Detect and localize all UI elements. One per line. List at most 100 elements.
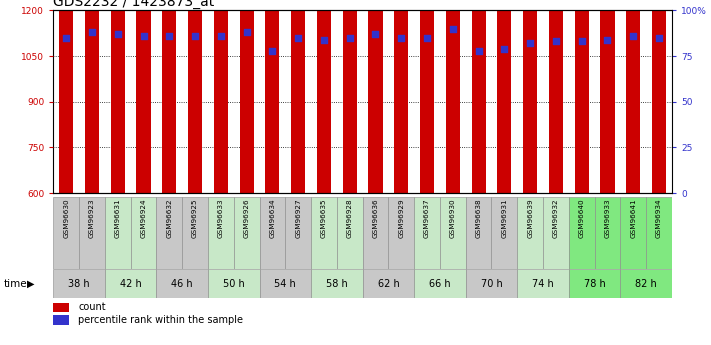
- Text: 78 h: 78 h: [584, 279, 606, 289]
- Text: GSM96923: GSM96923: [89, 199, 95, 238]
- Bar: [471, 0, 486, 193]
- Point: [473, 48, 484, 53]
- Bar: [53, 315, 69, 325]
- Text: 82 h: 82 h: [635, 279, 657, 289]
- Point: [138, 33, 149, 39]
- Point: [447, 26, 459, 31]
- Text: time: time: [4, 279, 27, 289]
- Text: GDS2232 / 1423873_at: GDS2232 / 1423873_at: [53, 0, 215, 9]
- Bar: [343, 0, 357, 193]
- Text: count: count: [78, 303, 106, 312]
- Bar: [620, 269, 672, 298]
- Text: GSM96927: GSM96927: [295, 199, 301, 238]
- Bar: [111, 0, 125, 193]
- Point: [370, 31, 381, 37]
- Text: GSM96934: GSM96934: [656, 199, 662, 238]
- Point: [498, 46, 510, 51]
- Bar: [414, 197, 440, 269]
- Text: percentile rank within the sample: percentile rank within the sample: [78, 315, 243, 325]
- Bar: [414, 269, 466, 298]
- Bar: [260, 269, 311, 298]
- Text: 50 h: 50 h: [223, 279, 245, 289]
- Bar: [569, 197, 594, 269]
- Bar: [363, 197, 388, 269]
- Text: 54 h: 54 h: [274, 279, 296, 289]
- Bar: [85, 0, 99, 193]
- Bar: [137, 0, 151, 193]
- Point: [653, 35, 665, 41]
- Bar: [523, 0, 538, 193]
- Point: [241, 30, 252, 35]
- Point: [319, 37, 330, 42]
- Bar: [626, 0, 641, 193]
- Bar: [394, 0, 408, 193]
- Bar: [517, 269, 569, 298]
- Bar: [652, 0, 666, 193]
- Text: 42 h: 42 h: [119, 279, 141, 289]
- Bar: [440, 197, 466, 269]
- Bar: [311, 269, 363, 298]
- Text: GSM96630: GSM96630: [63, 199, 69, 238]
- Bar: [491, 197, 517, 269]
- Bar: [466, 197, 491, 269]
- Bar: [574, 0, 589, 193]
- Text: GSM96631: GSM96631: [114, 199, 121, 238]
- Bar: [234, 197, 260, 269]
- Text: GSM96632: GSM96632: [166, 199, 172, 238]
- Bar: [543, 197, 569, 269]
- Text: GSM96931: GSM96931: [501, 199, 508, 238]
- Text: GSM96926: GSM96926: [244, 199, 250, 238]
- Text: 58 h: 58 h: [326, 279, 348, 289]
- Bar: [446, 0, 460, 193]
- Text: GSM96928: GSM96928: [347, 199, 353, 238]
- Text: GSM96929: GSM96929: [398, 199, 405, 238]
- Point: [602, 37, 613, 42]
- Bar: [105, 269, 156, 298]
- Text: GSM96930: GSM96930: [450, 199, 456, 238]
- Point: [628, 33, 639, 39]
- Bar: [156, 197, 182, 269]
- Text: GSM96636: GSM96636: [373, 199, 378, 238]
- Point: [164, 33, 175, 39]
- Bar: [363, 269, 414, 298]
- Text: GSM96640: GSM96640: [579, 199, 584, 238]
- Bar: [162, 0, 176, 193]
- Text: GSM96638: GSM96638: [476, 199, 481, 238]
- Point: [112, 31, 124, 37]
- Bar: [420, 0, 434, 193]
- Bar: [59, 0, 73, 193]
- Bar: [208, 269, 260, 298]
- Text: GSM96634: GSM96634: [269, 199, 275, 238]
- Bar: [291, 0, 305, 193]
- Bar: [214, 0, 228, 193]
- Text: GSM96639: GSM96639: [527, 199, 533, 238]
- Bar: [594, 197, 620, 269]
- Text: GSM96925: GSM96925: [192, 199, 198, 238]
- Point: [60, 35, 72, 41]
- Point: [292, 35, 304, 41]
- Point: [215, 33, 227, 39]
- Bar: [182, 197, 208, 269]
- Text: GSM96633: GSM96633: [218, 199, 224, 238]
- Bar: [337, 197, 363, 269]
- Point: [189, 33, 201, 39]
- Text: GSM96635: GSM96635: [321, 199, 327, 238]
- Text: GSM96933: GSM96933: [604, 199, 611, 238]
- Point: [422, 35, 433, 41]
- Text: ▶: ▶: [27, 279, 35, 289]
- Bar: [53, 197, 79, 269]
- Bar: [285, 197, 311, 269]
- Bar: [79, 197, 105, 269]
- Bar: [311, 197, 337, 269]
- Point: [267, 48, 278, 53]
- Bar: [53, 303, 69, 312]
- Point: [344, 35, 356, 41]
- Text: GSM96932: GSM96932: [553, 199, 559, 238]
- Bar: [466, 269, 517, 298]
- Bar: [646, 197, 672, 269]
- Bar: [105, 197, 131, 269]
- Point: [395, 35, 407, 41]
- Bar: [53, 269, 105, 298]
- Bar: [156, 269, 208, 298]
- Text: GSM96641: GSM96641: [630, 199, 636, 238]
